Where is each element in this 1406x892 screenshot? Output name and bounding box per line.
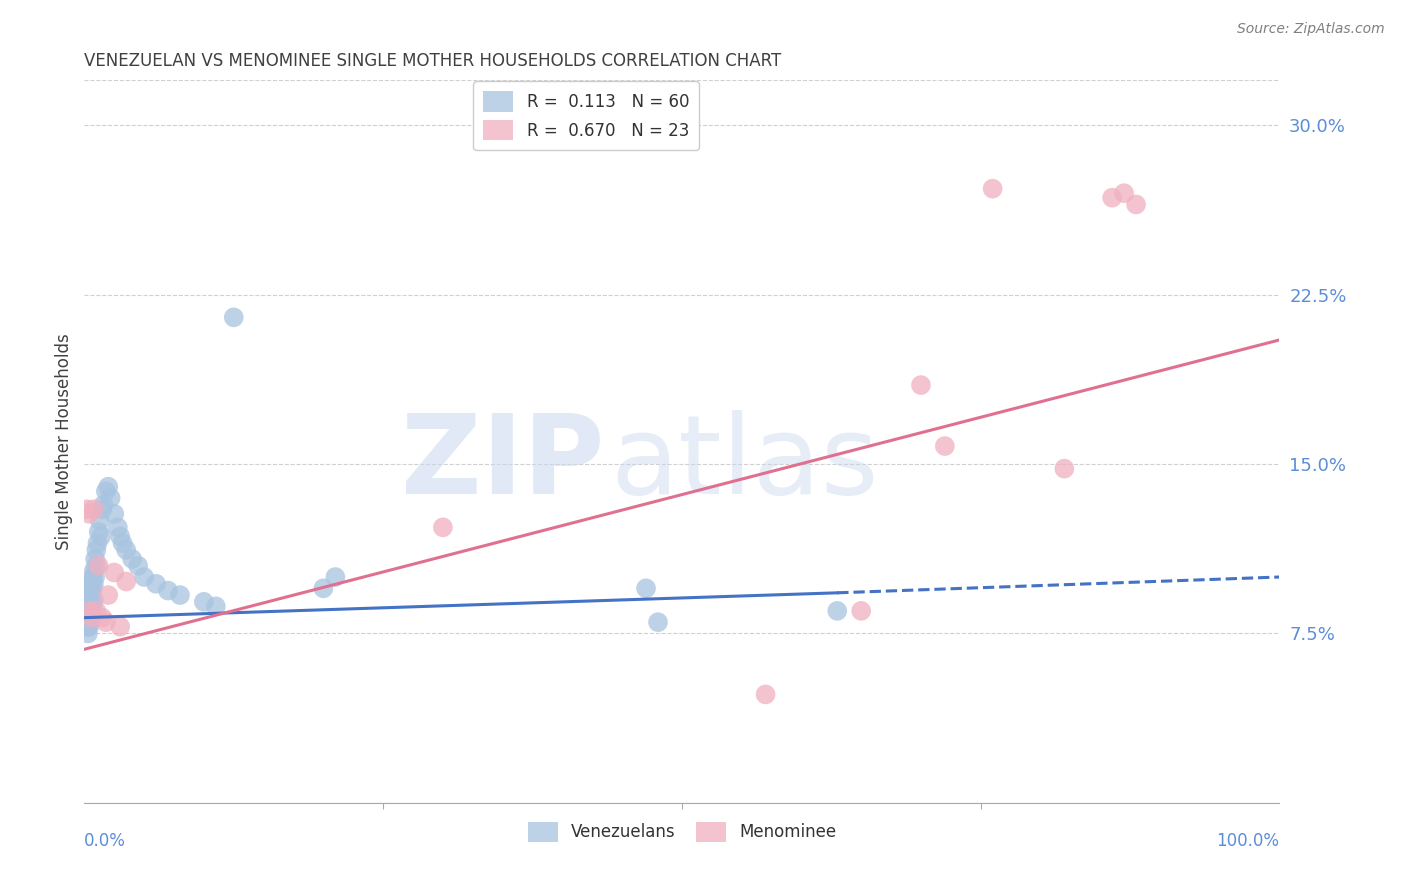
- Point: [312, 582, 335, 596]
- Point: [79, 610, 101, 624]
- Point: [76, 610, 98, 624]
- Text: VENEZUELAN VS MENOMINEE SINGLE MOTHER HOUSEHOLDS CORRELATION CHART: VENEZUELAN VS MENOMINEE SINGLE MOTHER HO…: [84, 53, 782, 70]
- Point: [83, 563, 105, 577]
- Point: [80, 610, 103, 624]
- Point: [851, 604, 873, 618]
- Point: [103, 507, 125, 521]
- Point: [84, 552, 107, 566]
- Point: [981, 181, 1004, 195]
- Point: [647, 615, 669, 630]
- Point: [115, 542, 138, 557]
- Point: [87, 524, 110, 539]
- Point: [827, 604, 849, 618]
- Point: [94, 615, 117, 630]
- Point: [77, 620, 100, 634]
- Point: [79, 579, 101, 593]
- Point: [82, 570, 104, 584]
- Point: [1053, 461, 1076, 475]
- Point: [77, 507, 100, 521]
- Point: [76, 502, 98, 516]
- Point: [77, 582, 100, 596]
- Point: [205, 599, 228, 614]
- Point: [77, 620, 100, 634]
- Point: [76, 620, 98, 634]
- Point: [132, 570, 156, 584]
- Point: [86, 604, 108, 618]
- Point: [77, 588, 100, 602]
- Point: [110, 529, 132, 543]
- Point: [82, 582, 104, 596]
- Legend: Venezuelans, Menominee: Venezuelans, Menominee: [522, 815, 842, 848]
- Text: ZIP: ZIP: [401, 409, 605, 516]
- Point: [110, 620, 132, 634]
- Point: [910, 378, 932, 392]
- Point: [84, 570, 107, 584]
- Point: [79, 599, 101, 614]
- Point: [83, 576, 105, 591]
- Point: [432, 520, 454, 534]
- Text: Source: ZipAtlas.com: Source: ZipAtlas.com: [1237, 22, 1385, 37]
- Y-axis label: Single Mother Households: Single Mother Households: [55, 334, 73, 549]
- Point: [77, 626, 100, 640]
- Point: [1101, 191, 1123, 205]
- Point: [90, 529, 112, 543]
- Point: [97, 588, 120, 602]
- Point: [77, 604, 100, 618]
- Point: [83, 592, 105, 607]
- Point: [87, 558, 110, 573]
- Point: [76, 604, 98, 618]
- Point: [1114, 186, 1136, 201]
- Point: [80, 586, 103, 600]
- Point: [755, 687, 778, 701]
- Point: [145, 576, 167, 591]
- Text: atlas: atlas: [610, 409, 879, 516]
- Point: [127, 558, 149, 573]
- Point: [77, 610, 100, 624]
- Point: [77, 597, 100, 611]
- Point: [94, 484, 117, 499]
- Point: [111, 536, 134, 550]
- Point: [222, 310, 245, 325]
- Point: [80, 601, 103, 615]
- Point: [89, 514, 111, 528]
- Point: [80, 574, 103, 589]
- Point: [76, 615, 98, 630]
- Point: [107, 520, 129, 534]
- Point: [86, 542, 108, 557]
- Point: [193, 595, 215, 609]
- Point: [169, 588, 191, 602]
- Point: [82, 597, 104, 611]
- Point: [115, 574, 138, 589]
- Point: [91, 610, 114, 624]
- Point: [77, 599, 100, 614]
- Point: [79, 604, 101, 618]
- Point: [79, 588, 101, 602]
- Point: [100, 491, 122, 505]
- Point: [86, 558, 108, 573]
- Point: [636, 582, 658, 596]
- Point: [1125, 197, 1147, 211]
- Point: [325, 570, 347, 584]
- Point: [103, 566, 125, 580]
- Point: [934, 439, 956, 453]
- Point: [86, 536, 108, 550]
- Point: [157, 583, 180, 598]
- Point: [91, 502, 114, 516]
- Point: [77, 608, 100, 623]
- Point: [97, 480, 120, 494]
- Point: [83, 502, 105, 516]
- Text: 100.0%: 100.0%: [1216, 831, 1279, 850]
- Point: [77, 592, 100, 607]
- Text: 0.0%: 0.0%: [84, 831, 127, 850]
- Point: [93, 498, 115, 512]
- Point: [121, 552, 143, 566]
